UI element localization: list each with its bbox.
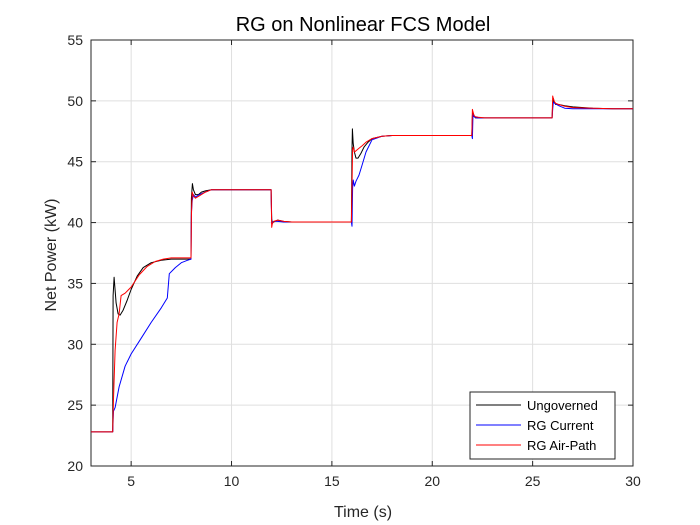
plot-area bbox=[90, 39, 634, 467]
x-tick-label: 20 bbox=[424, 473, 440, 489]
x-axis: 5 10 15 20 25 30 bbox=[127, 40, 641, 489]
x-tick-label: 10 bbox=[224, 473, 240, 489]
x-axis-title: Time (s) bbox=[334, 504, 392, 521]
y-tick-label: 45 bbox=[67, 154, 83, 170]
y-tick-label: 50 bbox=[67, 93, 83, 109]
legend: Ungoverned RG Current RG Air-Path bbox=[469, 391, 616, 460]
series-group bbox=[91, 95, 633, 433]
chart-title: RG on Nonlinear FCS Model bbox=[236, 14, 491, 36]
legend-label: RG Air-Path bbox=[527, 438, 596, 453]
y-tick-label: 35 bbox=[67, 275, 83, 291]
series-line-0 bbox=[91, 97, 633, 433]
y-tick-label: 20 bbox=[67, 458, 83, 474]
legend-label: Ungoverned bbox=[527, 398, 598, 413]
y-tick-label: 40 bbox=[67, 215, 83, 231]
x-tick-label: 5 bbox=[127, 473, 135, 489]
x-tick-label: 25 bbox=[525, 473, 541, 489]
legend-label: RG Current bbox=[527, 418, 594, 433]
y-tick-label: 25 bbox=[67, 397, 83, 413]
x-tick-label: 30 bbox=[625, 473, 641, 489]
y-tick-label: 30 bbox=[67, 336, 83, 352]
series-line-2 bbox=[91, 95, 633, 433]
x-tick-label: 15 bbox=[324, 473, 340, 489]
y-axis: 20 25 30 35 40 45 50 55 bbox=[67, 32, 633, 474]
y-axis-title: Net Power (kW) bbox=[43, 199, 60, 312]
y-tick-label: 55 bbox=[67, 32, 83, 48]
